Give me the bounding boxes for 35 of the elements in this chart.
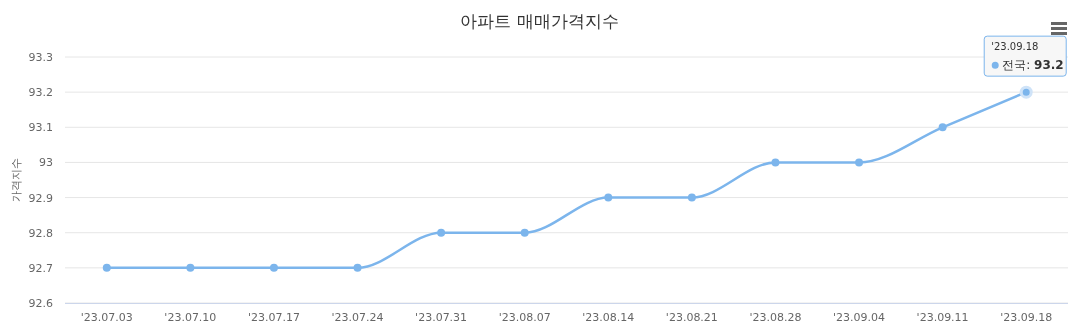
x-tick-label: '23.09.18 — [1000, 311, 1053, 324]
point — [938, 123, 947, 132]
annotation: 전국: 93.2 — [1002, 58, 1064, 73]
point — [269, 263, 278, 272]
x-tick-label: '23.09.04 — [833, 311, 886, 324]
x-tick-label: '23.07.10 — [164, 311, 217, 324]
x-tick-label: '23.07.03 — [80, 311, 133, 324]
y-tick-label: 93.3 — [28, 51, 53, 64]
point — [186, 263, 195, 272]
x-tick-label: '23.09.11 — [916, 311, 969, 324]
x-tick-label: '23.07.17 — [247, 311, 300, 324]
point — [437, 228, 446, 237]
y-axis-title: 가격지수 — [10, 158, 23, 202]
y-tick-label: 93.1 — [28, 121, 53, 135]
y-tick-label: 93 — [39, 156, 53, 170]
point — [520, 228, 529, 237]
point — [604, 193, 613, 202]
chart-title: 아파트 매매가격지수 — [460, 11, 619, 31]
point — [771, 158, 780, 167]
x-tick-label: '23.08.07 — [498, 311, 551, 324]
y-tick-label: 92.6 — [28, 297, 53, 310]
point — [102, 263, 111, 272]
x-tick-label: '23.08.28 — [749, 311, 802, 324]
y-tick-label: 93.2 — [28, 86, 53, 100]
point — [353, 263, 362, 272]
y-tick-label: 92.9 — [28, 191, 53, 205]
point — [855, 158, 864, 167]
y-tick-label: 92.7 — [28, 261, 53, 275]
point — [687, 193, 696, 202]
x-tick-label: '23.07.24 — [331, 311, 384, 324]
x-tick-label: '23.07.31 — [415, 311, 468, 324]
x-tick-label: '23.08.14 — [582, 311, 635, 324]
y-tick-label: 92.8 — [28, 226, 53, 240]
category-label: '23.09.18 — [991, 41, 1039, 53]
x-tick-label: '23.08.21 — [665, 311, 718, 324]
